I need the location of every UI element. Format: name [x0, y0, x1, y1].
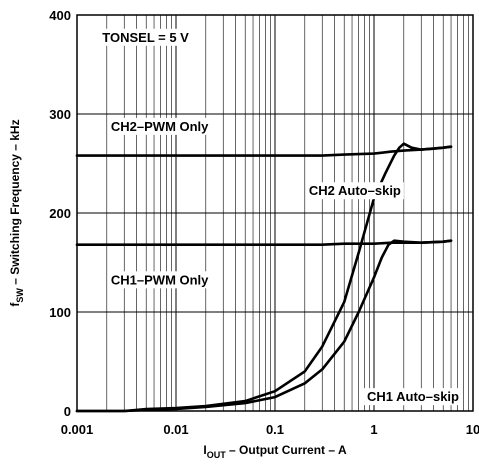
y-tick-label: 200: [49, 206, 71, 221]
series-line-4: [75, 239, 453, 413]
y-tick-labels: 0 100 200 300 400: [49, 8, 71, 419]
x-axis-title: IOUT – Output Current – A: [203, 443, 347, 460]
y-axis-title: fSW – Switching Frequency – kHz: [8, 119, 25, 306]
y-tick-label: 100: [49, 305, 71, 320]
plot-frame: [76, 14, 474, 412]
annotation-background: [364, 388, 463, 406]
annotation-background: [99, 28, 193, 46]
y-tick-label: 0: [64, 404, 71, 419]
annotations: TONSEL = 5 V CH2–PWM Only CH2 Auto–skip CH1…: [99, 28, 463, 406]
x-axis-title-main: I: [203, 443, 206, 457]
annotation-label: TONSEL = 5 V: [102, 30, 189, 45]
x-axis-title-rest: – Output Current – A: [226, 443, 347, 457]
annotation-label: CH1–PWM Only: [111, 272, 209, 287]
x-tick-label: 10: [466, 422, 479, 437]
annotation-label: CH2 Auto–skip: [309, 183, 401, 198]
x-tick-label: 0.001: [61, 422, 94, 437]
x-tick-label: 0.01: [163, 422, 188, 437]
annotation-label: CH2–PWM Only: [111, 119, 209, 134]
y-axis-title-main: f: [8, 302, 22, 307]
y-axis-title-sub: SW: [15, 288, 25, 303]
y-tick-label: 400: [49, 8, 71, 23]
x-tick-labels: 0.001 0.01 0.1 1 10: [61, 422, 479, 437]
series-layer: [75, 142, 453, 413]
x-axis-title-sub: OUT: [207, 450, 227, 460]
annotation-background: [107, 117, 213, 135]
x-tick-label: 1: [370, 422, 377, 437]
y-tick-label: 300: [49, 107, 71, 122]
annotation-background: [107, 271, 213, 289]
y-axis-title-rest: – Switching Frequency – kHz: [8, 119, 22, 288]
annotation-label: CH1 Auto–skip: [367, 389, 459, 404]
x-tick-label: 0.1: [266, 422, 284, 437]
grid: [76, 14, 473, 412]
annotation-background: [305, 182, 404, 200]
